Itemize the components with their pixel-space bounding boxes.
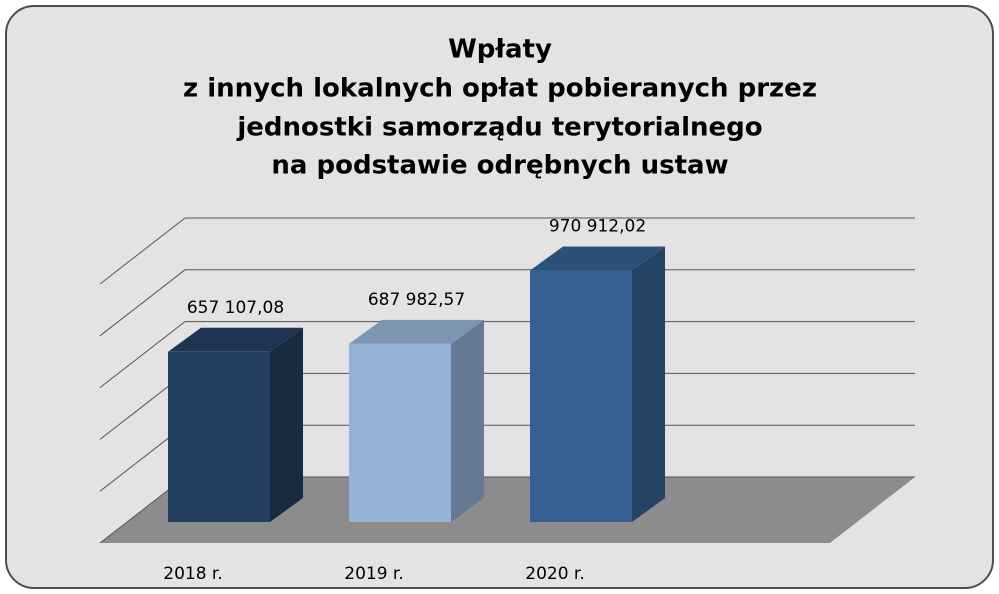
- grid-line: [99, 269, 186, 337]
- x-tick-label: 2018 r.: [163, 564, 223, 584]
- data-label: 687 982,57: [368, 290, 465, 310]
- bar: [168, 351, 270, 522]
- bar-side: [632, 246, 665, 522]
- x-tick-label: 2019 r.: [344, 564, 404, 584]
- grid-line: [99, 321, 186, 388]
- grid-line: [99, 217, 186, 285]
- chart-title: na podstawie odrębnych ustaw: [271, 151, 728, 181]
- chart-title: jednostki samorządu terytorialnego: [236, 113, 762, 143]
- bar: [349, 343, 451, 522]
- bar-side: [451, 319, 484, 522]
- bar-top: [530, 246, 665, 271]
- bar: [530, 270, 632, 522]
- bar-top: [349, 319, 484, 344]
- bar-top: [168, 327, 303, 352]
- chart-title: Wpłaty: [448, 35, 552, 65]
- floor: [100, 477, 915, 543]
- data-label: 657 107,08: [187, 298, 284, 318]
- bar-side: [270, 327, 303, 522]
- x-tick-label: 2020 r.: [525, 564, 585, 584]
- chart-title: z innych lokalnych opłat pobieranych prz…: [183, 74, 817, 104]
- data-label: 970 912,02: [549, 217, 646, 237]
